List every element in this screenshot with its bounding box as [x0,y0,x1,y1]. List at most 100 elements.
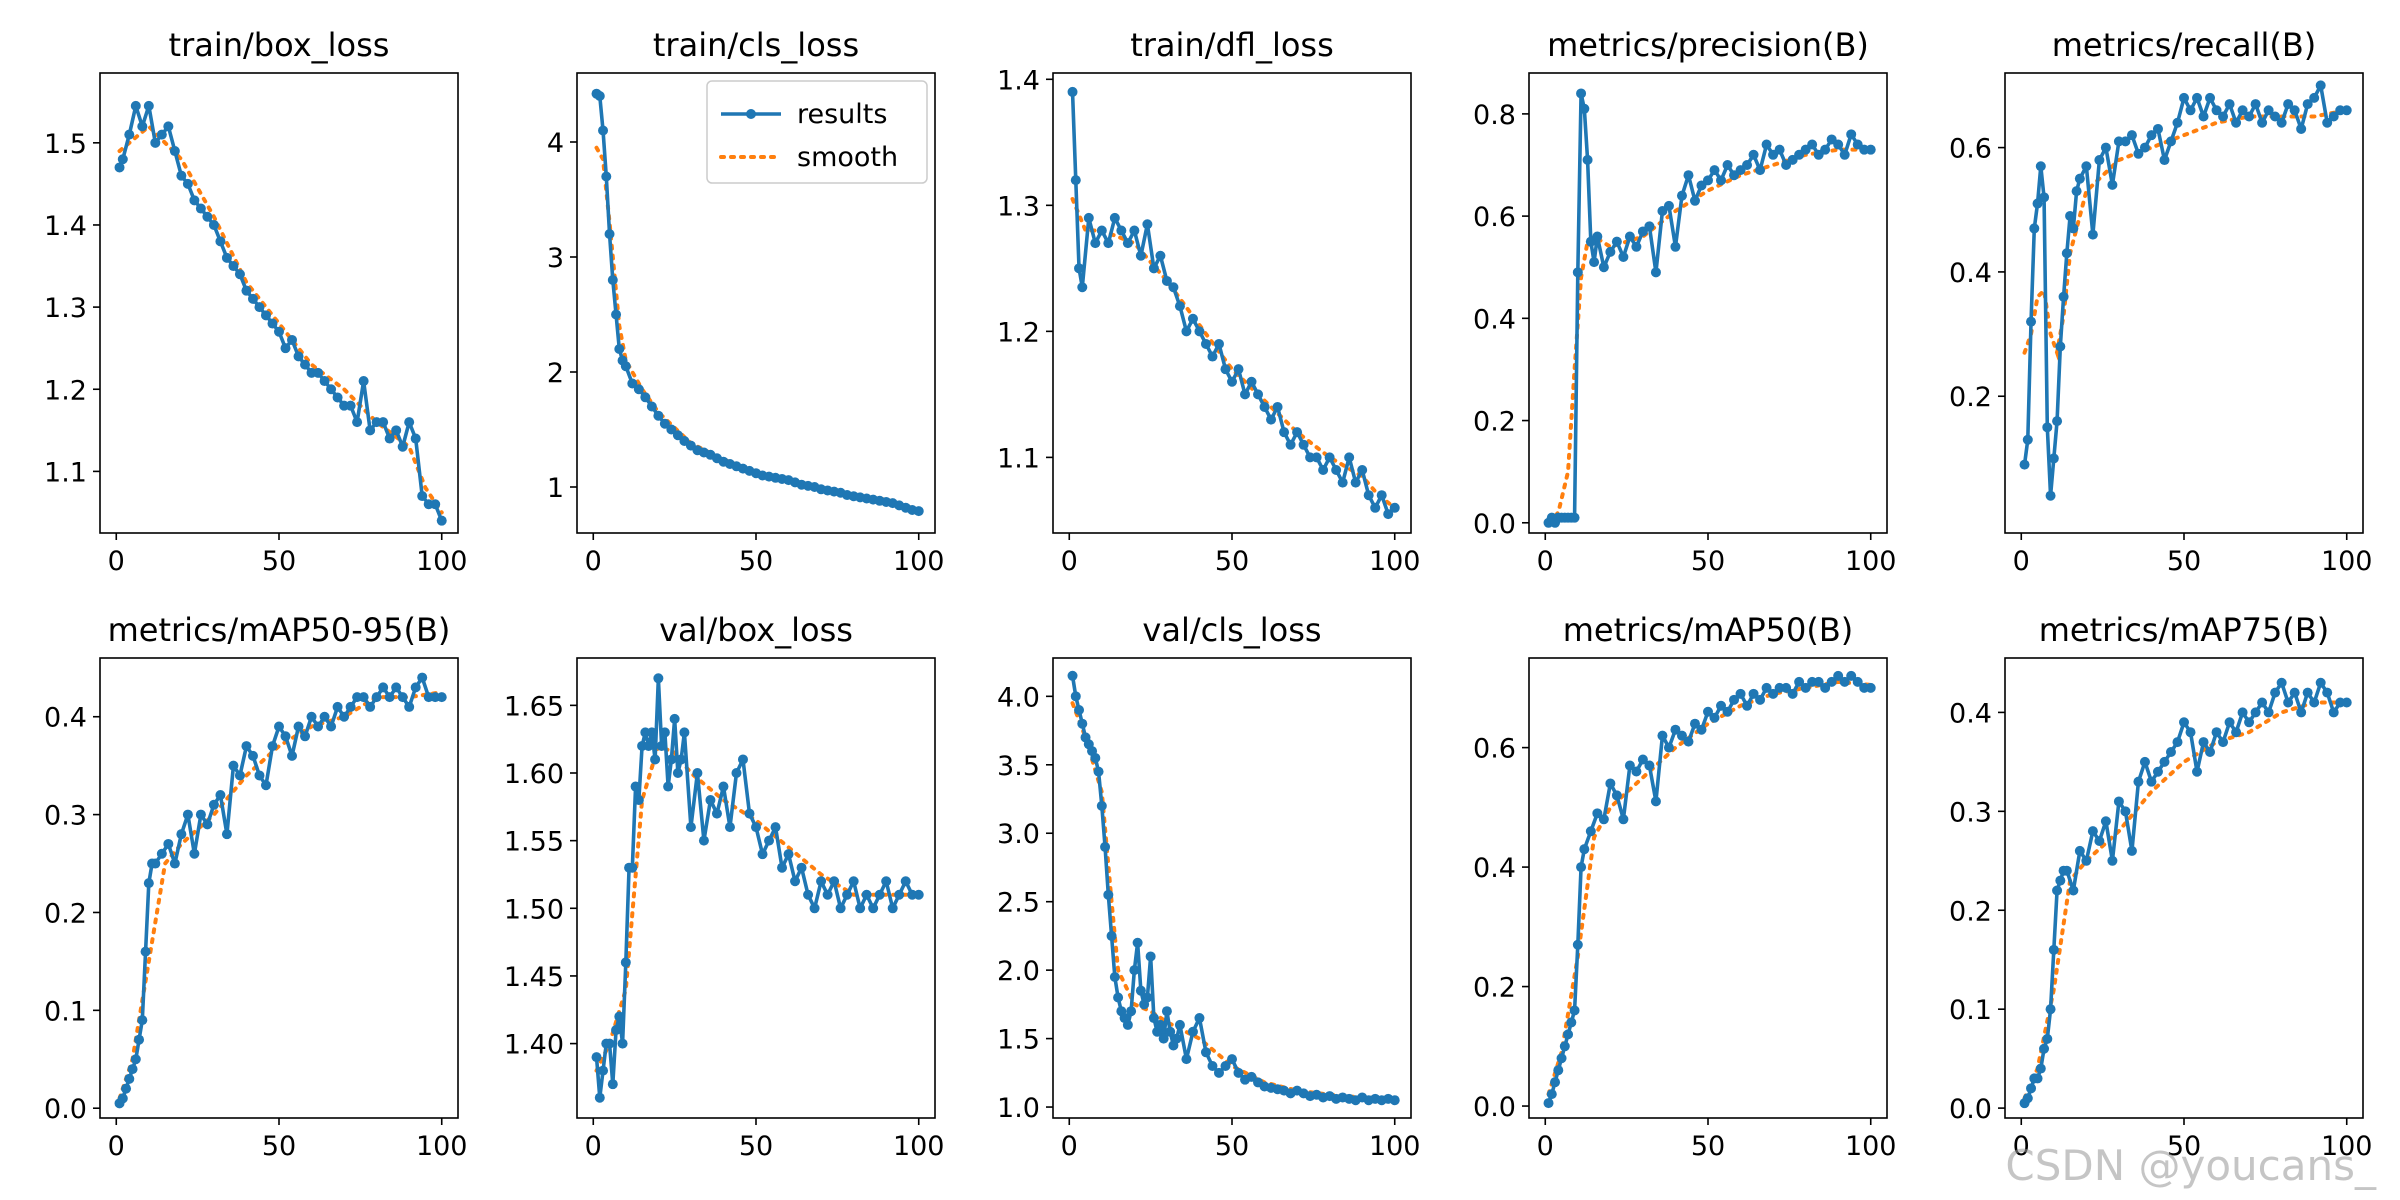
results-point [2029,223,2040,234]
results-point [1611,790,1622,801]
y-tick-label: 4.0 [997,682,1040,713]
results-point [1598,262,1609,273]
results-point [1370,502,1381,513]
results-point [332,701,343,712]
results-point [1227,1054,1237,1065]
results-point [358,376,369,387]
results-point [114,162,125,173]
results-point [1572,267,1583,278]
smooth-series-line [2022,700,2349,1101]
results-point [783,849,794,860]
results-point [1165,1026,1176,1037]
results-point [679,727,690,738]
results-point [1155,250,1166,261]
results-point [1663,200,1674,211]
results-point [1148,1013,1159,1024]
results-point [1077,718,1088,729]
results-point [378,417,389,428]
x-tick-label: 0 [585,1131,602,1162]
results-series-line [118,675,442,1105]
results-point [1559,1041,1570,1052]
panel-val-cls-loss: val/cls_loss 0 50 100 1.0 1.5 2.0 2.5 3.0 3.5 4.0 [997,611,1420,1162]
results-point [1644,221,1655,232]
results-point [653,673,664,684]
results-point [685,822,696,833]
x-tick-label: 0 [2013,1131,2030,1162]
results-point [1553,1065,1564,1076]
y-tick-label: 0.2 [1949,382,1992,413]
results-point [150,858,161,869]
results-point [1579,103,1590,114]
results-point [208,219,219,230]
results-point [1618,814,1629,825]
results-point [1168,282,1179,293]
results-point [1200,338,1211,349]
results-point [1074,263,1085,274]
results-point [1357,464,1368,475]
results-point [1813,676,1824,687]
results-point [260,310,271,321]
results-point [803,889,814,900]
results-point [2094,155,2105,166]
results-point [2100,816,2111,827]
results-point [809,903,820,914]
results-point [1576,862,1587,873]
results-point [1644,760,1655,771]
results-point [2237,707,2248,718]
results-point [384,433,395,444]
results-point [1794,676,1805,687]
results-point [2094,836,2105,847]
panel-title: metrics/mAP50(B) [1563,611,1854,649]
results-point [326,721,337,732]
results-point [1683,736,1694,747]
results-point [267,318,278,329]
results-point [1318,464,1329,475]
results-point [861,889,872,900]
y-tick-label: 0.3 [1949,797,1992,828]
y-tick-label: 1.55 [504,827,564,858]
results-point [1337,477,1348,488]
results-point [2231,117,2242,128]
x-tick-label: 0 [108,546,125,577]
results-point [280,731,291,742]
results-point [1109,212,1120,223]
results-point [1774,144,1785,155]
results-point [1865,144,1876,155]
results-point [2055,875,2066,886]
results-point [711,808,722,819]
results-point [2042,1033,2053,1044]
results-point [1839,149,1850,160]
results-point [2058,291,2069,302]
results-point [643,740,654,751]
results-point [378,682,389,693]
results-point [1618,252,1629,262]
panel-title: train/dfl_loss [1130,26,1334,64]
results-point [1194,326,1205,337]
panel-title: metrics/precision(B) [1547,26,1869,64]
results-point [391,682,402,693]
results-point [594,91,605,101]
x-tick-label: 100 [893,546,945,577]
results-point [2100,142,2111,153]
results-point [1067,86,1078,97]
results-point [2172,737,2183,748]
results-point [130,100,141,111]
results-point [215,790,226,801]
results-point [2276,117,2287,128]
y-tick-label: 1.40 [504,1030,564,1061]
x-tick-label: 0 [1537,1131,1554,1162]
results-point [1846,670,1857,681]
y-tick-label: 2 [547,358,564,389]
smooth-series-line [117,123,444,515]
results-point [2192,92,2203,103]
results-point [1350,477,1361,488]
results-point [1833,139,1844,150]
y-tick-label: 0.4 [1949,258,1992,289]
panel-train-box-loss: train/box_loss 0 50 100 1.1 1.2 1.3 1.4 1.5 [44,26,467,577]
results-point [868,903,879,914]
x-tick-label: 50 [1215,546,1249,577]
axes-frame [2004,72,2364,534]
results-point [2048,944,2059,955]
results-point [150,137,161,148]
y-tick-label: 0.4 [1473,853,1516,884]
